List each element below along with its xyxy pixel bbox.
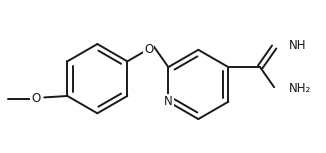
Text: N: N: [164, 95, 173, 108]
Text: O: O: [144, 43, 153, 56]
Text: NH: NH: [289, 39, 306, 52]
Text: O: O: [31, 92, 40, 105]
Text: NH₂: NH₂: [289, 82, 311, 95]
